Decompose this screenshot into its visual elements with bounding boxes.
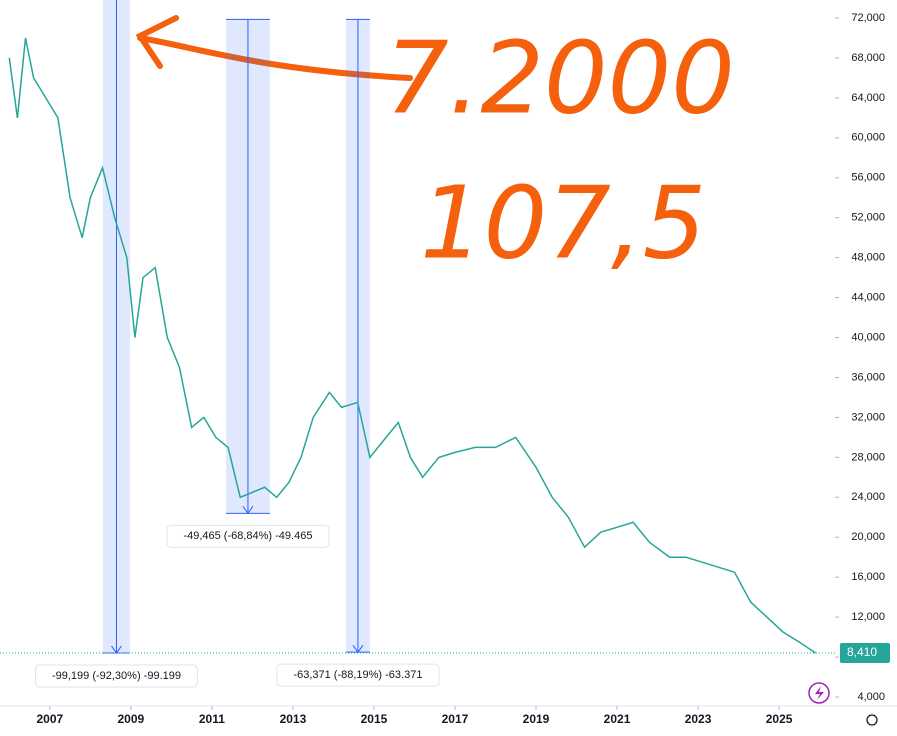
hand-arrow — [137, 35, 413, 81]
measure — [226, 18, 270, 515]
y-tick-label: 56,000 — [851, 172, 885, 184]
x-tick-label: 2025 — [766, 712, 793, 726]
measure-arrow-head — [111, 645, 122, 654]
x-tick-label: 2013 — [280, 712, 307, 726]
last-price-label: 8,410 — [847, 645, 877, 659]
y-tick-label: 24,000 — [851, 491, 885, 503]
measure-arrow-head — [352, 644, 364, 654]
y-tick-label: 48,000 — [851, 252, 885, 264]
measure-label-box — [276, 663, 440, 687]
measure — [102, 0, 131, 654]
y-tick-label: 4,000 — [857, 691, 885, 703]
annotation: 7.2000 — [385, 19, 735, 136]
flash-icon[interactable] — [808, 682, 830, 704]
y-tick-label: 52,000 — [851, 212, 885, 224]
y-tick-label: 28,000 — [851, 451, 885, 463]
x-tick-label: 2009 — [118, 712, 145, 726]
x-tick-label: 2017 — [442, 712, 469, 726]
x-tick-label: 2023 — [685, 712, 712, 726]
measure-label-box — [34, 664, 198, 688]
y-tick-label: 32,000 — [851, 411, 885, 423]
x-tick-label: 2007 — [36, 712, 63, 726]
y-tick-label: 40,000 — [851, 331, 885, 343]
y-tick-label: 72,000 — [851, 12, 885, 24]
y-tick-label: 44,000 — [851, 291, 885, 303]
y-tick-label: 64,000 — [851, 92, 885, 104]
annotation: 107,5 — [420, 164, 706, 281]
measure-label: -99,199 (-92,30%) -99.199 — [52, 670, 181, 682]
x-tick-label: 2015 — [361, 712, 388, 726]
last-price-tag — [840, 642, 890, 663]
measure — [345, 18, 370, 654]
hand-arrow-head — [135, 15, 179, 69]
y-tick-label: 12,000 — [851, 611, 885, 623]
x-tick-label: 2011 — [199, 712, 225, 726]
measure-arrow-head — [242, 506, 254, 515]
x-tick-label: 2021 — [604, 712, 631, 726]
y-tick-label: 36,000 — [851, 371, 885, 383]
measure-label: -63,371 (-88,19%) -63.371 — [293, 669, 422, 681]
y-tick-label: 60,000 — [851, 132, 885, 144]
y-tick-label: 68,000 — [851, 52, 885, 64]
settings-icon[interactable] — [866, 714, 878, 726]
price-line — [8, 37, 817, 654]
measure-label-box — [166, 524, 330, 548]
y-tick-label: 20,000 — [851, 531, 885, 543]
y-tick-label: 16,000 — [851, 571, 885, 583]
x-tick-label: 2019 — [523, 712, 550, 726]
measure-label: -49,465 (-68,84%) -49.465 — [183, 530, 312, 542]
flash-icon-glyph — [815, 686, 824, 700]
